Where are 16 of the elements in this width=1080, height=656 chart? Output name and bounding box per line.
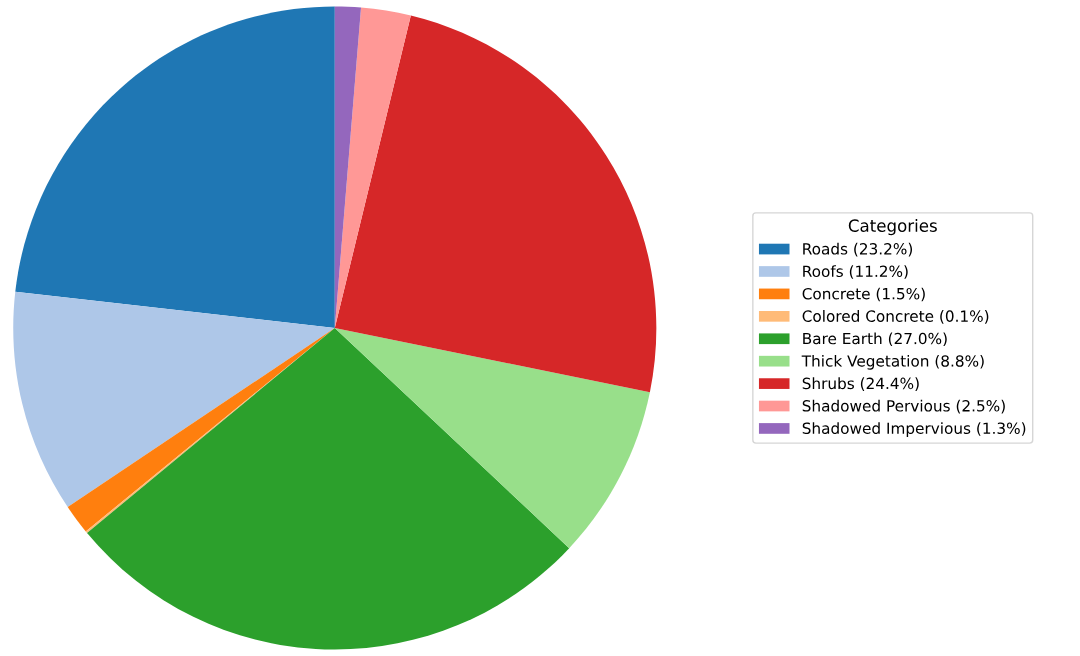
legend-label: Thick Vegetation (8.8%) bbox=[801, 354, 984, 370]
legend-label: Roads (23.2%) bbox=[803, 242, 913, 257]
pie-slice bbox=[334, 328, 650, 549]
legend-label: Colored Concrete (0.1%) bbox=[802, 310, 989, 324]
legend-label: Bare Earth (27.0%) bbox=[803, 332, 947, 347]
legend-label: Roofs (11.2%) bbox=[803, 265, 908, 279]
pie-slice bbox=[87, 328, 570, 650]
legend-label: Shrubs (24.4%) bbox=[802, 377, 919, 391]
pie-slice bbox=[13, 291, 335, 508]
legend-title: Categories bbox=[848, 219, 937, 236]
pie-slice bbox=[334, 7, 411, 328]
pie-slice bbox=[334, 15, 657, 393]
legend-label: Shadowed Impervious (1.3%) bbox=[802, 422, 1026, 437]
pie-slice bbox=[15, 6, 335, 328]
legend-label: Concrete (1.5%) bbox=[802, 287, 925, 302]
legend-label: Shadowed Pervious (2.5%) bbox=[802, 399, 1005, 414]
